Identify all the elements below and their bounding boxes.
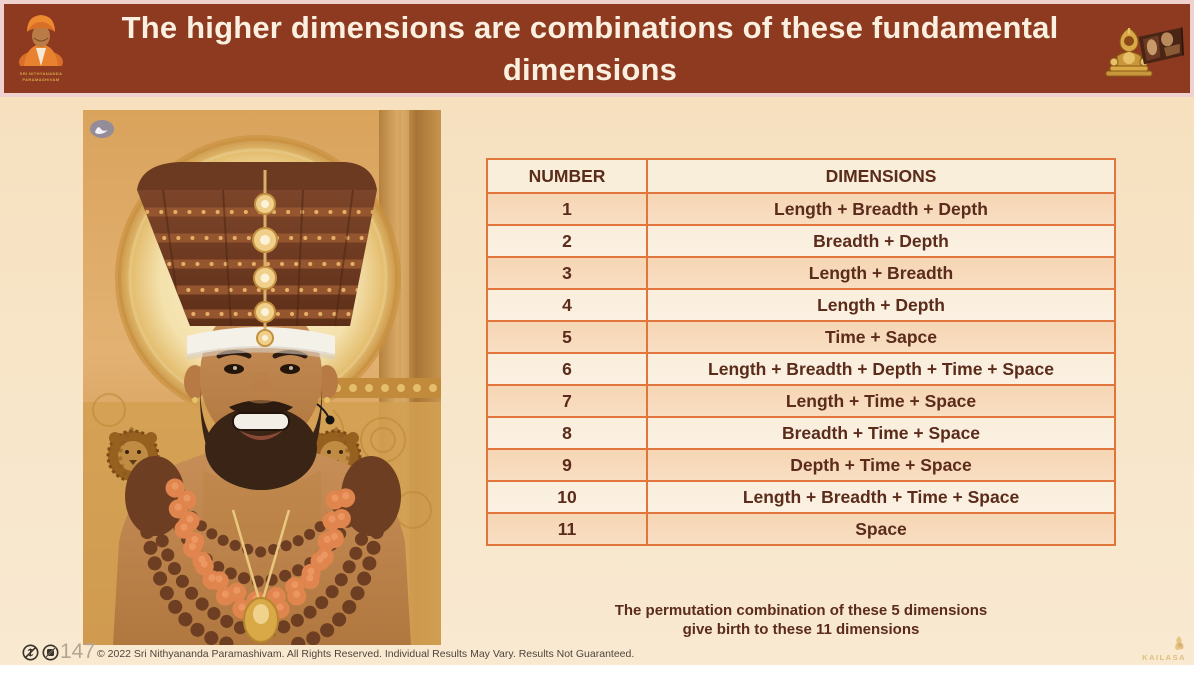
cell-dimensions: Length + Breadth + Time + Space [646, 480, 1116, 514]
kailasa-watermark: KAILASA [1142, 636, 1186, 662]
cell-dimensions: Length + Breadth + Depth [646, 192, 1116, 226]
dimensions-table: NUMBER DIMENSIONS 1 Length + Breadth + De… [486, 158, 1116, 546]
header-bar: SRI NITHYANANDA PARAMASHIVAM The higher … [4, 4, 1190, 93]
photo-badge-swan-icon [90, 120, 114, 138]
flag-painting-icon [1136, 25, 1188, 69]
table-row: 4 Length + Depth [486, 288, 1116, 322]
table-caption-line2: give birth to these 11 dimensions [682, 621, 920, 638]
table-row: 5 Time + Sapce [486, 320, 1116, 354]
table-row: 10 Length + Breadth + Time + Space [486, 480, 1116, 514]
bottom-white-strip [0, 665, 1194, 674]
cell-number: 6 [486, 352, 648, 386]
cell-dimensions: Space [646, 512, 1116, 546]
table-row: 9 Depth + Time + Space [486, 448, 1116, 482]
cell-dimensions: Depth + Time + Space [646, 448, 1116, 482]
column-header-number: NUMBER [486, 158, 648, 194]
cell-number: 4 [486, 288, 648, 322]
table-row: 11 Space [486, 512, 1116, 546]
table-caption-line1: The permutation combination of these 5 d… [614, 602, 988, 619]
slide-title: The higher dimensions are combinations o… [70, 7, 1110, 91]
guru-logo-caption-line1: SRI NITHYANANDA [19, 71, 63, 76]
guru-logo-icon [19, 15, 63, 74]
cell-number: 10 [486, 480, 648, 514]
kailasa-watermark-icon [1175, 636, 1184, 650]
table-header-row: NUMBER DIMENSIONS [486, 158, 1116, 194]
cell-number: 3 [486, 256, 648, 290]
cell-dimensions: Time + Sapce [646, 320, 1116, 354]
kailasa-watermark-text: KAILASA [1142, 653, 1186, 662]
cell-number: 11 [486, 512, 648, 546]
cell-number: 1 [486, 192, 648, 226]
table-row: 1 Length + Breadth + Depth [486, 192, 1116, 226]
no-ads-icon [42, 644, 59, 661]
copyright-text: © 2022 Sri Nithyananda Paramashivam. All… [97, 648, 635, 660]
guru-logo: SRI NITHYANANDA PARAMASHIVAM [14, 10, 68, 90]
slide-title-line2: dimensions [502, 52, 678, 87]
table-row: 2 Breadth + Depth [486, 224, 1116, 258]
cell-dimensions: Breadth + Depth [646, 224, 1116, 258]
table-row: 7 Length + Time + Space [486, 384, 1116, 418]
table-row: 8 Breadth + Time + Space [486, 416, 1116, 450]
cell-dimensions: Length + Breadth + Depth + Time + Space [646, 352, 1116, 386]
cell-dimensions: Length + Depth [646, 288, 1116, 322]
slide-title-line1: The higher dimensions are combinations o… [121, 10, 1059, 45]
guru-logo-caption-line2: PARAMASHIVAM [22, 77, 60, 82]
guru-portrait-photo [83, 110, 441, 645]
footer-license-icons [22, 644, 59, 661]
cell-number: 8 [486, 416, 648, 450]
cell-number: 9 [486, 448, 648, 482]
page-number: 147 [60, 640, 96, 663]
table-row: 3 Length + Breadth [486, 256, 1116, 290]
cell-number: 5 [486, 320, 648, 354]
table-caption: The permutation combination of these 5 d… [486, 601, 1116, 639]
cell-number: 7 [486, 384, 648, 418]
header-frame: SRI NITHYANANDA PARAMASHIVAM The higher … [0, 0, 1194, 97]
cell-dimensions: Breadth + Time + Space [646, 416, 1116, 450]
cell-dimensions: Length + Time + Space [646, 384, 1116, 418]
cell-number: 2 [486, 224, 648, 258]
cell-dimensions: Length + Breadth [646, 256, 1116, 290]
no-money-icon [22, 644, 39, 661]
table-row: 6 Length + Breadth + Depth + Time + Space [486, 352, 1116, 386]
column-header-dimensions: DIMENSIONS [646, 158, 1116, 194]
